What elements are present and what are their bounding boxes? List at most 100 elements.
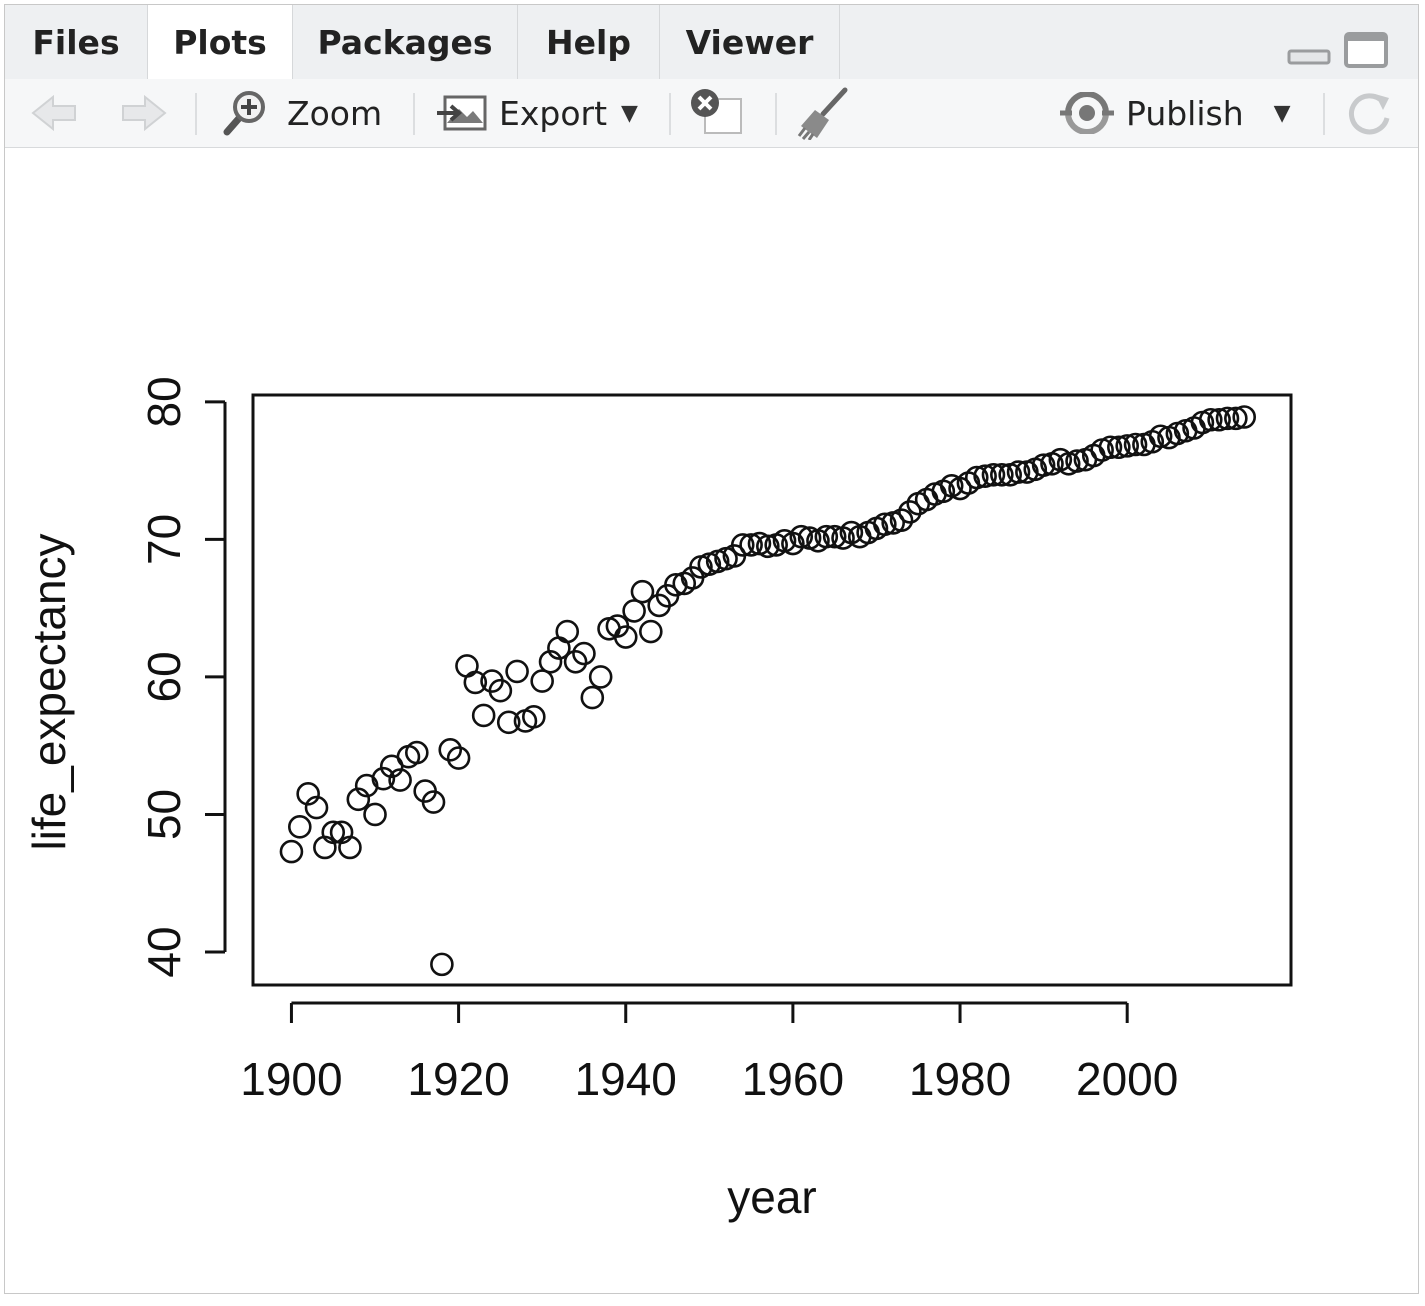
data-point (630, 579, 655, 604)
data-point (873, 512, 897, 537)
zoom-label: Zoom (287, 93, 383, 133)
data-point (973, 464, 997, 488)
data-point (505, 659, 529, 684)
publish-icon (1060, 92, 1114, 134)
data-point (814, 524, 839, 549)
toolbar-separator (775, 93, 777, 135)
y-axis: 40 50 60 70 80 (138, 376, 227, 978)
arrow-left-icon[interactable] (31, 79, 79, 147)
remove-plot-icon[interactable] (687, 79, 745, 147)
data-point (438, 738, 463, 762)
x-tick-label: 1940 (575, 1053, 677, 1105)
data-point (522, 705, 546, 729)
pane-tab-bar: Files Plots Packages Help Viewer (5, 5, 1418, 80)
data-point (588, 665, 613, 689)
data-point (371, 766, 396, 791)
data-point (1006, 460, 1031, 484)
toolbar-separator (1323, 93, 1325, 135)
data-point (964, 465, 989, 490)
data-point (756, 534, 780, 559)
x-tick-label: 2000 (1076, 1053, 1178, 1105)
x-tick-label: 1960 (742, 1053, 844, 1105)
data-point (1098, 435, 1123, 460)
publish-label: Publish (1126, 93, 1244, 133)
y-tick-label: 60 (138, 651, 190, 702)
data-point (288, 815, 312, 839)
data-point (1148, 424, 1173, 449)
data-point (488, 678, 513, 703)
data-point (898, 500, 922, 524)
data-point (781, 531, 805, 556)
data-point (822, 524, 847, 549)
data-point (990, 462, 1014, 487)
data-point (739, 533, 763, 557)
tab-plots[interactable]: Plots (148, 5, 293, 80)
data-point (639, 619, 663, 644)
refresh-icon[interactable] (1345, 79, 1395, 147)
data-point (1232, 405, 1256, 429)
data-point (304, 795, 329, 820)
data-point (321, 820, 346, 845)
export-button[interactable]: Export ▼ (435, 79, 638, 147)
data-point (1224, 406, 1248, 431)
export-label: Export (499, 93, 608, 133)
x-axis: 1900 1920 1940 1960 1980 2000 (240, 1001, 1178, 1105)
data-point (496, 710, 521, 735)
data-point (421, 790, 446, 814)
plot-box (251, 393, 1293, 987)
data-point (555, 619, 580, 644)
data-point (538, 650, 563, 674)
data-point (1031, 453, 1056, 477)
x-tick-label: 1980 (909, 1053, 1011, 1105)
y-axis-label: life_expectancy (23, 533, 75, 850)
data-point (338, 835, 362, 860)
data-point (622, 599, 646, 623)
minimize-icon[interactable] (1287, 31, 1333, 72)
data-point (889, 508, 914, 532)
data-point (1198, 407, 1223, 432)
tab-help[interactable]: Help (518, 5, 660, 79)
y-tick-label: 40 (138, 926, 190, 977)
data-point (363, 802, 387, 827)
chevron-down-icon: ▼ (1273, 100, 1291, 126)
data-point (405, 740, 429, 765)
data-point (430, 952, 454, 977)
data-point (981, 462, 1006, 487)
x-axis-label: year (727, 1171, 816, 1223)
broom-icon[interactable] (795, 79, 851, 147)
data-point (346, 787, 371, 812)
data-point (580, 685, 605, 710)
data-point (1107, 435, 1131, 460)
zoom-icon (221, 90, 269, 136)
tab-viewer[interactable]: Viewer (660, 5, 840, 79)
toolbar-separator (413, 93, 415, 135)
data-point (296, 782, 320, 806)
data-point (1065, 449, 1089, 473)
x-tick-label: 1900 (240, 1053, 342, 1105)
data-point (730, 533, 755, 557)
tab-files[interactable]: Files (5, 5, 148, 79)
toolbar-separator (669, 93, 671, 135)
maximize-icon[interactable] (1343, 31, 1391, 76)
data-point (1123, 432, 1148, 457)
chevron-down-icon: ▼ (621, 100, 638, 126)
data-point (572, 641, 596, 666)
data-points (279, 405, 1256, 977)
publish-button[interactable]: Publish ▼ (1060, 79, 1291, 147)
tab-packages[interactable]: Packages (293, 5, 518, 79)
scatter-chart: 1900 1920 1940 1960 1980 2000 40 50 60 70 80 year… (23, 376, 1293, 1223)
data-point (563, 650, 588, 674)
y-tick-label: 50 (138, 789, 190, 840)
toolbar-separator (195, 93, 197, 135)
y-tick-label: 70 (138, 514, 190, 565)
data-point (279, 839, 304, 864)
arrow-right-icon[interactable] (119, 79, 167, 147)
zoom-button[interactable]: Zoom (221, 79, 382, 147)
plots-pane: Files Plots Packages Help Viewer (4, 4, 1419, 1294)
data-point (530, 669, 554, 693)
data-point (1115, 434, 1139, 458)
data-point (1207, 407, 1231, 432)
data-point (471, 703, 496, 728)
data-point (446, 746, 471, 770)
data-point (789, 524, 814, 549)
